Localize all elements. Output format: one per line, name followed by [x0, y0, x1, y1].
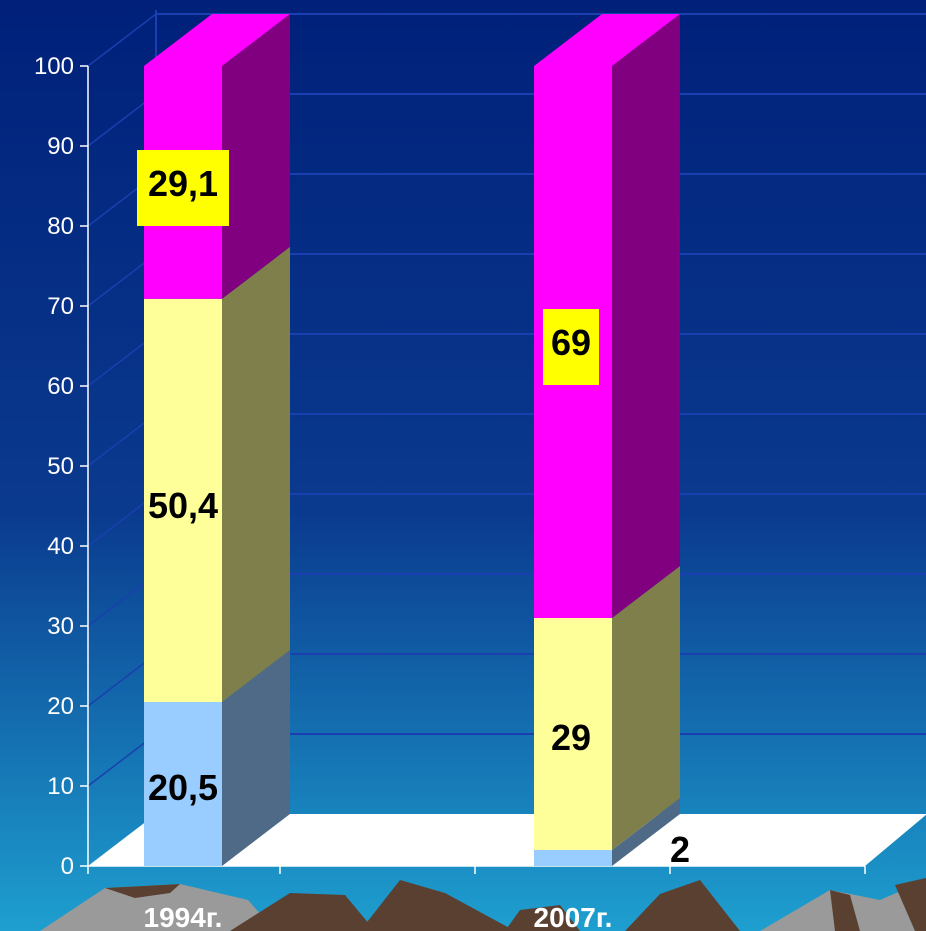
bar-segment [534, 850, 612, 866]
mountain [360, 880, 515, 931]
y-tick-label: 80 [47, 213, 74, 240]
y-tick-label: 70 [47, 293, 74, 320]
data-label: 29,1 [148, 163, 218, 204]
bar-segment-side [222, 650, 290, 866]
bar-segment-side [612, 566, 680, 850]
data-label: 29 [551, 717, 591, 758]
data-label-box [137, 150, 229, 226]
bar-segment-side [222, 246, 290, 703]
mountain [830, 890, 860, 931]
data-label: 2 [670, 829, 690, 870]
y-tick-label: 40 [47, 533, 74, 560]
bar-top-face [144, 14, 290, 66]
data-label: 69 [551, 322, 591, 363]
y-tick-label: 90 [47, 133, 74, 160]
data-label-box [543, 309, 599, 385]
x-tick-label: 2007г. [534, 902, 613, 931]
mountain [105, 884, 180, 898]
bar-segment-side [612, 14, 680, 618]
mountain [625, 880, 740, 931]
y-tick-label: 0 [61, 853, 74, 880]
bar-segment [144, 702, 222, 866]
x-tick-label: 1994г. [144, 902, 223, 931]
data-label: 20,5 [148, 767, 218, 808]
bar-segment-side [612, 798, 680, 866]
mountain [895, 878, 926, 931]
y-tick-label: 20 [47, 693, 74, 720]
y-tick-label: 50 [47, 453, 74, 480]
y-tick-label: 10 [47, 773, 74, 800]
y-tick-label: 30 [47, 613, 74, 640]
mountain [505, 905, 580, 931]
mountain [40, 884, 275, 931]
bar-segment-side [222, 14, 290, 299]
gridline-depth [87, 13, 157, 67]
y-tick-label: 60 [47, 373, 74, 400]
data-label: 50,4 [148, 485, 218, 526]
bar-segment [144, 298, 222, 702]
bar-segment [534, 618, 612, 850]
mountains-decoration [40, 878, 926, 931]
y-tick-label: 100 [34, 53, 74, 80]
floor [88, 814, 926, 866]
mountain [230, 893, 375, 931]
bar-top-face [534, 14, 680, 66]
